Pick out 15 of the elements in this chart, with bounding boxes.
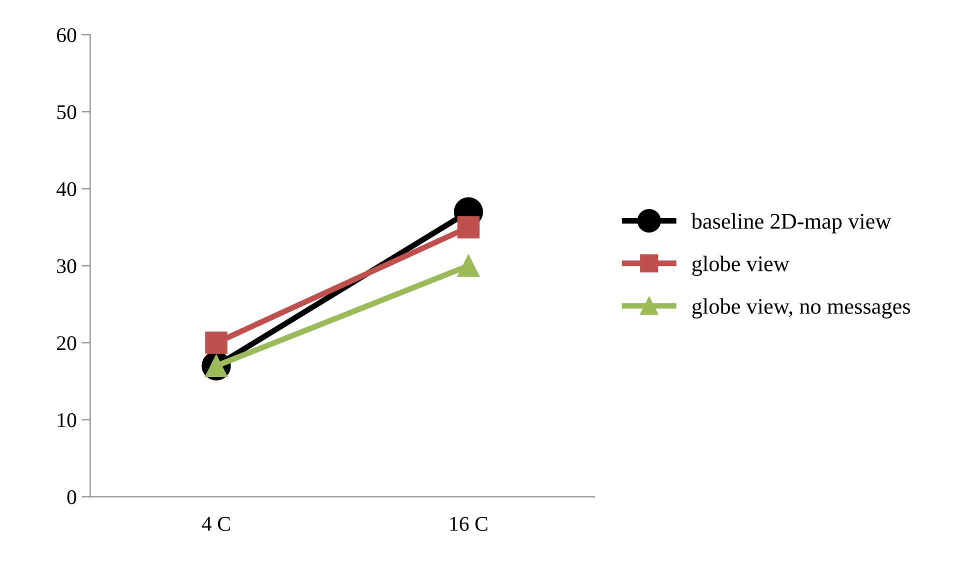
legend-label: baseline 2D-map view — [691, 213, 892, 234]
x-tick-label: 16 C — [450, 516, 488, 531]
point — [205, 332, 228, 354]
y-tick-label: 0 — [67, 490, 76, 504]
y-tick-label: 10 — [58, 413, 76, 428]
y-tick-label: 60 — [57, 28, 76, 42]
point — [457, 254, 480, 277]
y-tick-label: 20 — [57, 336, 76, 350]
legend-label: globe view — [692, 256, 790, 276]
y-tick-label: 50 — [57, 105, 76, 120]
legend-label: globe view, no messages — [692, 298, 910, 318]
point — [457, 216, 480, 238]
y-tick-label: 30 — [57, 259, 76, 274]
x-tick-label: 4 C — [202, 516, 230, 531]
y-tick-label: 40 — [56, 182, 76, 196]
